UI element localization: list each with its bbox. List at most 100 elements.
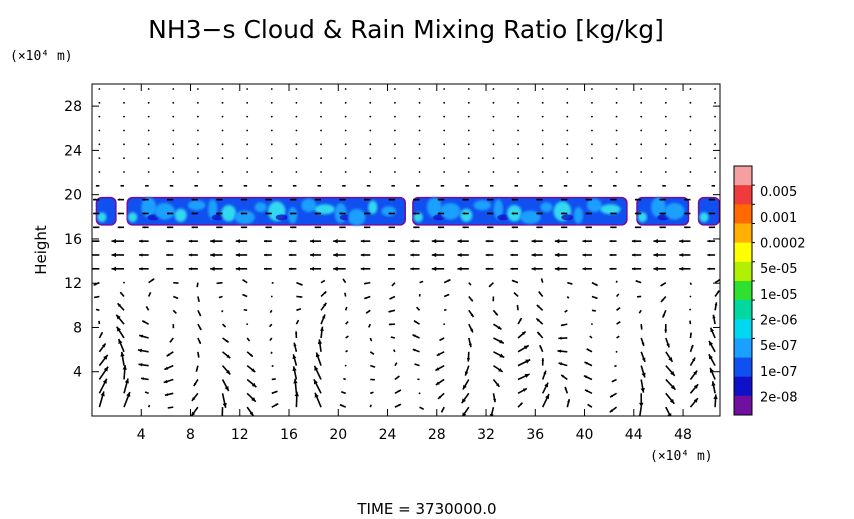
wind-dot bbox=[123, 129, 125, 132]
wind-dot bbox=[246, 129, 249, 132]
wind-arrowhead bbox=[692, 357, 696, 362]
wind-arrowhead bbox=[413, 226, 416, 229]
wind-arrowhead bbox=[417, 378, 419, 380]
wind-arrowhead bbox=[235, 266, 240, 271]
wind-dot bbox=[517, 157, 519, 160]
wind-arrowhead bbox=[558, 336, 562, 340]
wind-dot bbox=[320, 101, 322, 104]
wind-dot bbox=[591, 129, 593, 132]
wind-arrowhead bbox=[660, 299, 664, 302]
wind-dot bbox=[640, 157, 643, 160]
wind-arrowhead bbox=[314, 198, 318, 201]
wind-dot bbox=[492, 129, 495, 132]
wind-arrowhead bbox=[397, 376, 400, 379]
wind-dot bbox=[591, 143, 593, 146]
wind-dot bbox=[394, 129, 396, 132]
wind-arrowhead bbox=[525, 359, 531, 364]
wind-arrowhead bbox=[343, 378, 345, 380]
wind-arrowhead bbox=[149, 292, 151, 295]
wind-arrowhead bbox=[235, 252, 240, 257]
wind-arrowhead bbox=[216, 226, 219, 229]
wind-arrowhead bbox=[511, 280, 515, 283]
wind-arrowhead bbox=[609, 253, 613, 257]
wind-dot bbox=[566, 157, 569, 160]
wind-arrowhead bbox=[117, 212, 120, 215]
wind-arrowhead bbox=[563, 185, 566, 187]
wind-arrowhead bbox=[240, 198, 244, 201]
wind-arrowhead bbox=[640, 327, 643, 330]
wind-arrowhead bbox=[539, 185, 541, 187]
wind-arrowhead bbox=[93, 198, 96, 201]
wind-arrowhead bbox=[292, 354, 297, 359]
wind-arrowhead bbox=[514, 185, 516, 187]
wind-arrowhead bbox=[462, 212, 465, 215]
wind-arrowhead bbox=[690, 283, 692, 285]
wind-arrowhead bbox=[111, 252, 117, 258]
wind-dot bbox=[443, 129, 446, 132]
wind-dot bbox=[443, 157, 446, 160]
wind-arrowhead bbox=[485, 267, 489, 271]
wind-dot bbox=[591, 115, 593, 118]
wind-arrowhead bbox=[585, 226, 588, 229]
wind-arrowhead bbox=[226, 354, 231, 359]
wind-dot bbox=[295, 129, 298, 132]
wind-arrowhead bbox=[243, 309, 246, 311]
cloud-patch bbox=[473, 200, 492, 211]
wind-arrowhead bbox=[544, 382, 549, 388]
wind-arrowhead bbox=[487, 226, 490, 229]
wind-arrowhead bbox=[388, 323, 392, 326]
wind-arrowhead bbox=[557, 349, 562, 353]
wind-arrowhead bbox=[470, 298, 473, 302]
wind-arrowhead bbox=[120, 185, 122, 187]
wind-arrowhead bbox=[545, 394, 549, 400]
wind-arrowhead bbox=[138, 363, 143, 367]
colorbar-label: 0.005 bbox=[760, 185, 797, 200]
wind-arrowhead bbox=[343, 278, 345, 281]
cloud-patch bbox=[234, 210, 255, 224]
wind-arrowhead bbox=[567, 297, 569, 299]
wind-dot bbox=[320, 88, 322, 90]
wind-dot bbox=[443, 101, 446, 104]
wind-arrowhead bbox=[210, 238, 215, 244]
wind-arrowhead bbox=[373, 378, 375, 381]
chart-title: NH3−s Cloud & Rain Mixing Ratio [kg/kg] bbox=[148, 15, 664, 44]
wind-dot bbox=[394, 171, 396, 173]
wind-arrowhead bbox=[251, 368, 256, 373]
wind-dot bbox=[517, 101, 519, 104]
wind-arrowhead bbox=[618, 307, 621, 310]
wind-arrowhead bbox=[541, 358, 545, 361]
wind-arrowhead bbox=[368, 325, 370, 328]
wind-arrowhead bbox=[708, 354, 713, 360]
wind-dot bbox=[714, 88, 716, 90]
wind-dot bbox=[566, 143, 569, 146]
wind-arrowhead bbox=[445, 309, 447, 311]
wind-arrowhead bbox=[225, 339, 229, 343]
wind-arrowhead bbox=[495, 312, 498, 316]
wind-arrowhead bbox=[412, 334, 416, 338]
wind-arrowhead bbox=[103, 354, 108, 360]
wind-arrowhead bbox=[536, 304, 540, 308]
wind-arrowhead bbox=[101, 343, 106, 348]
wind-arrowhead bbox=[269, 339, 272, 341]
wind-arrowhead bbox=[653, 238, 658, 244]
y-axis: 4 8 12 16 20 24 28 bbox=[64, 99, 720, 381]
wind-arrowhead bbox=[414, 363, 417, 366]
cloud-patch bbox=[368, 200, 378, 214]
wind-dot bbox=[591, 88, 593, 90]
wind-arrowhead bbox=[670, 384, 676, 390]
wind-dot bbox=[123, 171, 125, 173]
wind-dot bbox=[344, 143, 347, 146]
wind-dot bbox=[689, 129, 692, 132]
wind-arrowhead bbox=[589, 336, 591, 338]
wind-dot bbox=[664, 101, 667, 104]
wind-dot bbox=[615, 350, 618, 353]
wind-dot bbox=[221, 88, 224, 90]
wind-dot bbox=[443, 88, 446, 90]
wind-arrowhead bbox=[709, 367, 714, 373]
wind-arrowhead bbox=[274, 378, 276, 380]
wind-arrowhead bbox=[554, 252, 560, 258]
wind-dot bbox=[664, 88, 667, 90]
wind-arrowhead bbox=[631, 267, 636, 271]
wind-arrowhead bbox=[583, 375, 588, 379]
wind-arrowhead bbox=[370, 404, 372, 406]
